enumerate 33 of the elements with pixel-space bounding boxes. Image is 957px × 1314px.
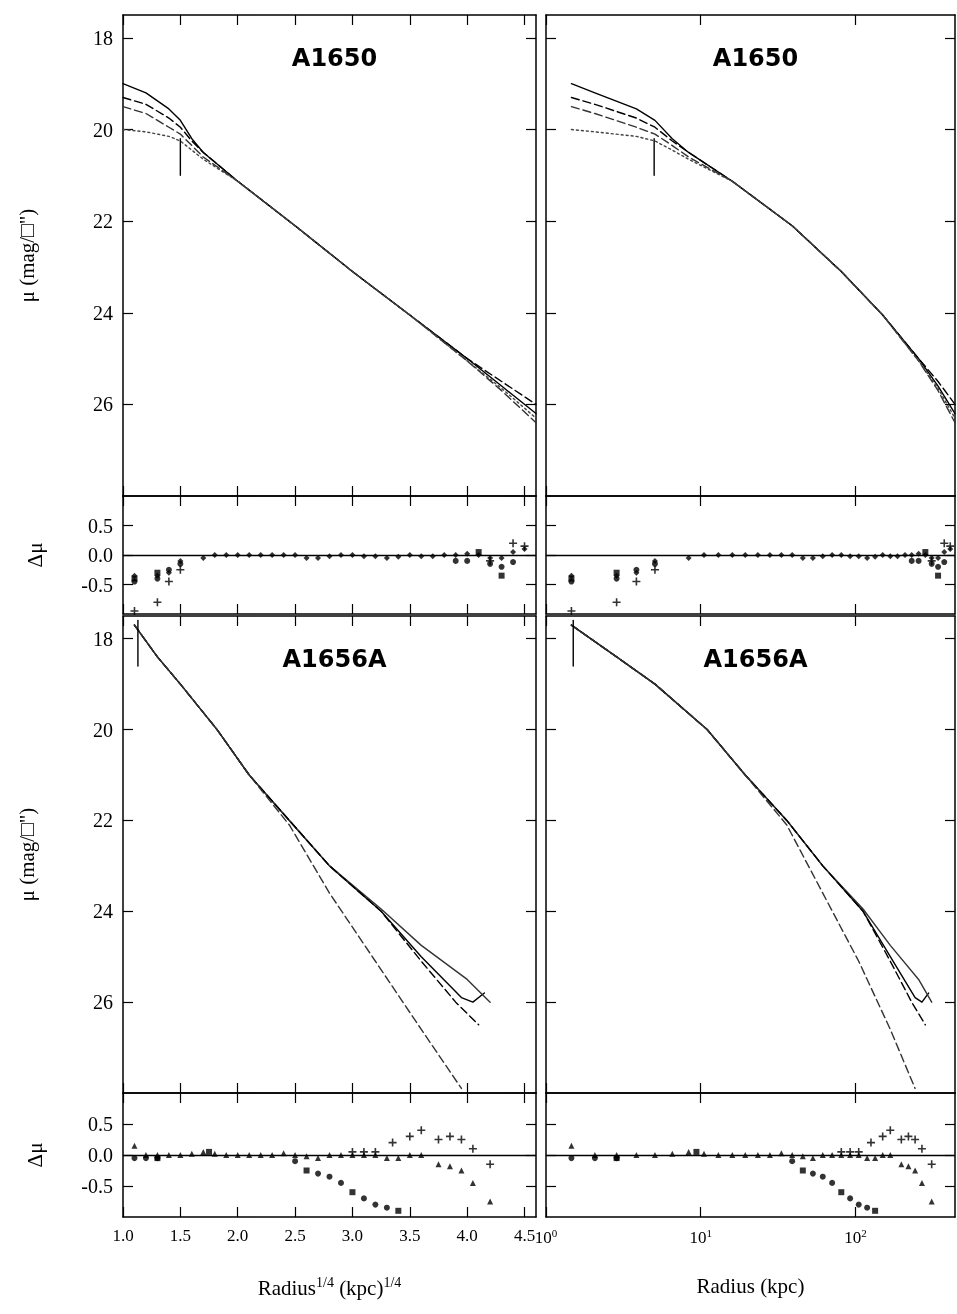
- y-axis-title: Δμ: [22, 542, 47, 568]
- text: A1650: [712, 44, 799, 72]
- x-tick-label: 4.5: [513, 1226, 536, 1245]
- y-tick-label: 22: [93, 210, 113, 233]
- y-tick-label: 0.5: [88, 1113, 113, 1135]
- y-axis-title: Δμ: [22, 1142, 47, 1168]
- y-tick-label: 24: [93, 301, 113, 324]
- y-axis-title: μ (mag/□"): [14, 208, 39, 303]
- x-tick-label: 2.5: [284, 1226, 306, 1245]
- y-tick-label: -0.5: [81, 573, 113, 596]
- y-tick-label: 20: [93, 118, 113, 141]
- y-tick-label: 0.0: [88, 544, 113, 566]
- y-tick-label: 26: [93, 991, 113, 1014]
- y-tick-label: -0.5: [81, 1175, 113, 1197]
- text: A1650: [291, 44, 378, 72]
- y-tick-label: 18: [93, 26, 113, 49]
- y-tick-label: 26: [93, 393, 113, 416]
- y-tick-label: 22: [93, 809, 113, 832]
- y-tick-label: 0.0: [88, 1144, 113, 1166]
- y-tick-label: 24: [93, 900, 113, 923]
- x-tick-label: 1.5: [169, 1226, 191, 1245]
- y-axis-title: μ (mag/□"): [14, 807, 39, 902]
- text: A1656A: [703, 645, 808, 673]
- x-tick-label: 3.5: [399, 1226, 421, 1245]
- x-tick-label: 3.0: [341, 1226, 364, 1245]
- x-axis-title: Radius (kpc): [696, 1273, 805, 1298]
- x-tick-label: 4.0: [456, 1226, 478, 1245]
- y-tick-label: 20: [93, 718, 113, 741]
- text: A1656A: [282, 645, 387, 673]
- y-tick-label: 0.5: [88, 514, 113, 537]
- y-tick-label: 18: [93, 627, 113, 650]
- x-tick-label: 2.0: [227, 1226, 249, 1245]
- x-tick-label: 1.0: [112, 1226, 134, 1245]
